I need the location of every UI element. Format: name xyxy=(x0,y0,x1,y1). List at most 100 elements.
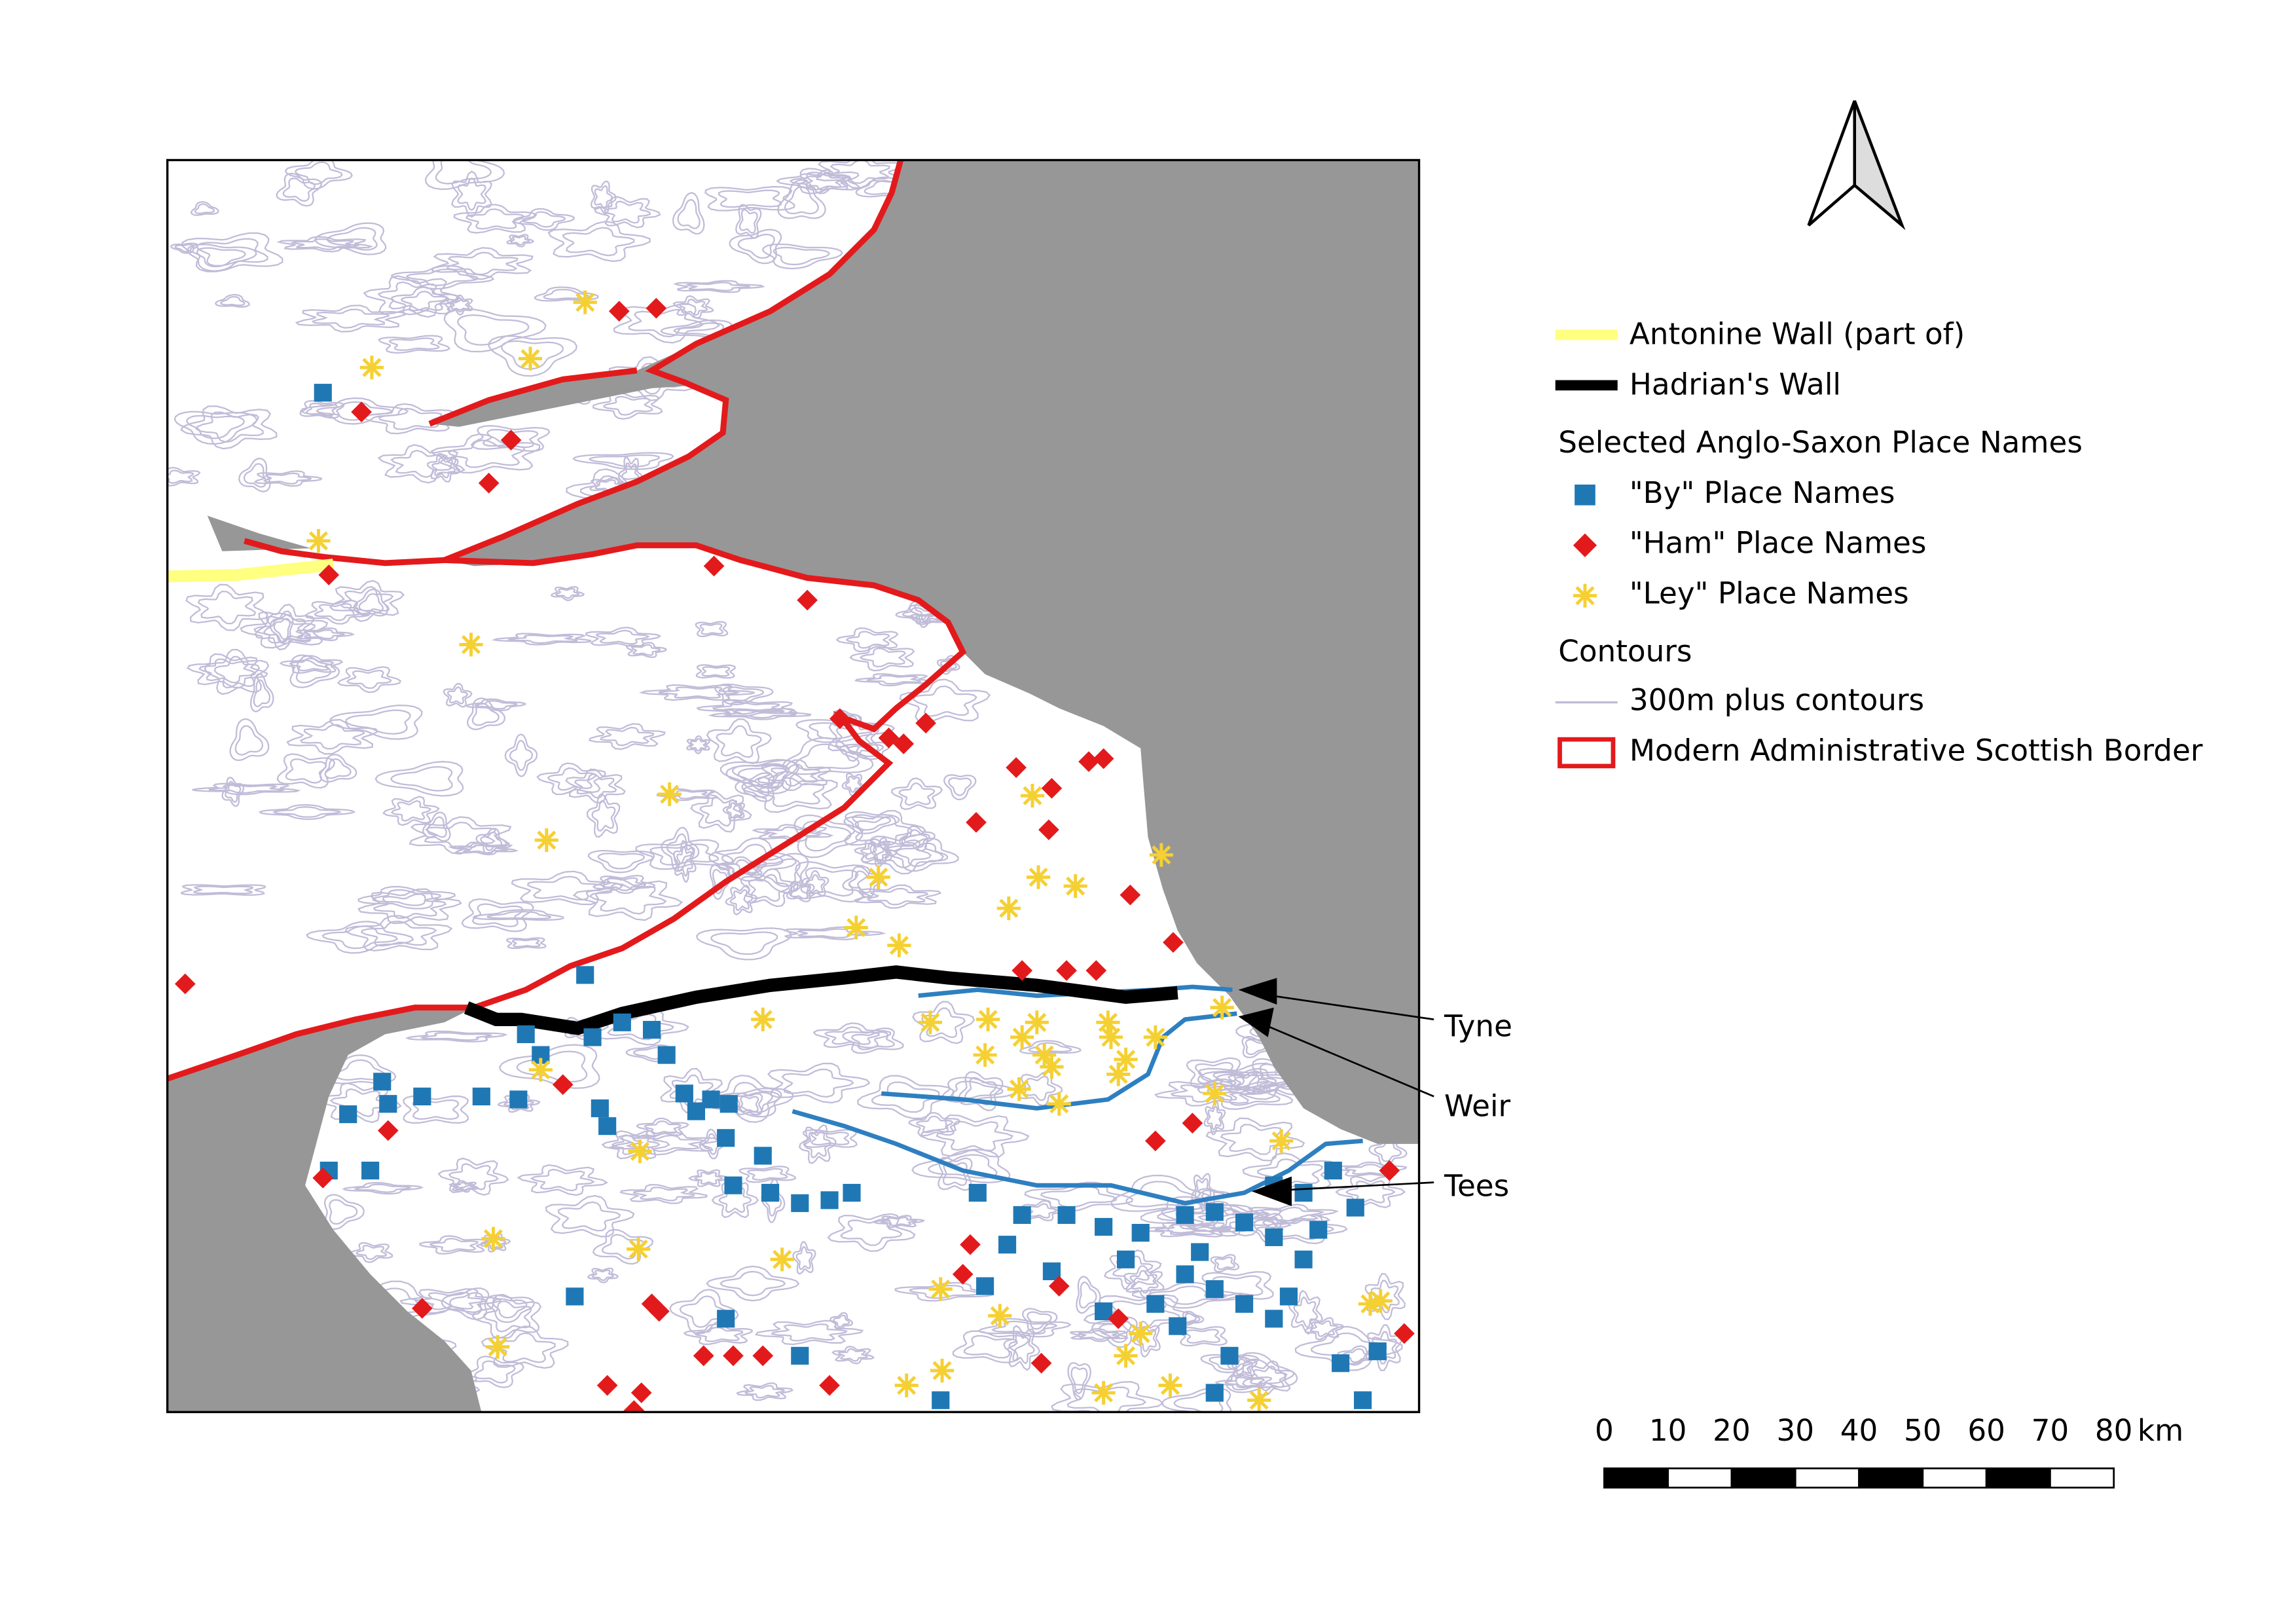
contour-line xyxy=(253,470,323,487)
contour-line xyxy=(731,763,787,788)
contour-line xyxy=(353,589,389,617)
contour-line xyxy=(879,1216,918,1227)
contour-line xyxy=(720,758,797,793)
contour-line xyxy=(358,593,384,614)
by-symbol xyxy=(1205,1203,1224,1221)
contour-line xyxy=(588,454,661,468)
ley-stroke xyxy=(773,1249,792,1269)
contour-line xyxy=(194,203,215,215)
ley-stroke xyxy=(1101,1027,1121,1047)
ham-symbol xyxy=(966,812,987,833)
contour-line xyxy=(849,643,915,672)
ley-symbol xyxy=(918,1010,943,1035)
contour-line xyxy=(776,168,860,194)
contour-line xyxy=(591,800,616,832)
north-arrow-right xyxy=(1853,100,1906,231)
ley-symbol xyxy=(1247,1388,1271,1412)
ley-stroke xyxy=(1034,1045,1054,1065)
contour-line xyxy=(314,602,361,621)
ley-symbol xyxy=(887,933,911,957)
by-symbol xyxy=(1013,1206,1031,1224)
by-symbol xyxy=(1057,1206,1076,1224)
contour-line xyxy=(696,699,798,718)
contour-line xyxy=(572,452,674,470)
ham-symbol xyxy=(351,401,372,422)
legend-label: "By" Place Names xyxy=(1630,475,1895,510)
ham-symbol xyxy=(1108,1308,1129,1329)
ley-symbol xyxy=(1040,1055,1064,1079)
ley-stroke xyxy=(889,936,909,955)
ley-symbol xyxy=(518,346,543,371)
contour-line xyxy=(672,192,705,235)
by-symbol xyxy=(1346,1198,1364,1217)
contour-line xyxy=(1021,1308,1058,1334)
contour-line xyxy=(192,783,301,796)
contour-line xyxy=(704,186,795,212)
contour-line xyxy=(196,247,246,268)
contour-line xyxy=(860,834,945,875)
antonine-wall xyxy=(167,559,335,583)
contour-line xyxy=(799,1124,837,1164)
contour-line xyxy=(1069,1328,1129,1342)
contour-line xyxy=(457,177,486,212)
contour-line xyxy=(204,648,270,695)
contour-line xyxy=(724,859,761,875)
contour-line xyxy=(403,1095,469,1124)
legend-label: 300m plus contours xyxy=(1630,683,1924,718)
contour-line xyxy=(748,874,790,902)
contour-line xyxy=(723,709,797,719)
ley-symbol xyxy=(1129,1321,1153,1346)
contour-line xyxy=(456,314,530,346)
contour-line xyxy=(824,1026,880,1045)
contour-line xyxy=(833,1314,850,1328)
scale-segment xyxy=(1858,1467,1924,1489)
by-symbol xyxy=(998,1236,1017,1254)
contour-line xyxy=(589,723,666,750)
by-symbol xyxy=(576,966,594,984)
contour-line xyxy=(1212,1067,1291,1095)
ham-symbol xyxy=(1093,748,1114,769)
contour-line xyxy=(720,1270,786,1297)
contour-line xyxy=(857,1075,955,1120)
by-symbol xyxy=(1116,1250,1135,1268)
by-symbol xyxy=(932,1391,950,1409)
contour-line xyxy=(942,1077,1016,1103)
contour-line xyxy=(1303,1317,1345,1340)
contour-line xyxy=(363,275,463,318)
contour-line xyxy=(329,580,405,622)
contour-line xyxy=(801,870,829,898)
contour-line xyxy=(516,1050,588,1083)
ley-stroke xyxy=(362,358,382,377)
contour-line xyxy=(491,633,592,646)
contour-line xyxy=(991,1320,1058,1335)
contour-line xyxy=(509,739,534,771)
sea xyxy=(207,515,312,551)
contour-line xyxy=(221,777,245,807)
contour-line xyxy=(746,1168,788,1181)
ley-symbol xyxy=(770,1247,794,1272)
ley-stroke xyxy=(1027,1012,1047,1032)
by-symbol xyxy=(1169,1317,1187,1335)
contour-line xyxy=(498,1044,600,1089)
contour-line xyxy=(488,335,578,377)
contour-line xyxy=(841,772,865,797)
contour-line xyxy=(1067,1362,1091,1401)
contour-line xyxy=(1288,1289,1324,1335)
contour-line xyxy=(725,884,758,915)
contour-line xyxy=(1345,1180,1396,1204)
ley-symbol xyxy=(573,290,597,314)
contour-line xyxy=(1231,1357,1254,1375)
contour-line xyxy=(555,587,580,599)
contour-line xyxy=(842,1027,904,1054)
contour-line xyxy=(871,1081,940,1113)
ham-symbol xyxy=(1163,932,1184,953)
contour-line xyxy=(344,915,453,951)
contour-line xyxy=(734,772,775,802)
contour-line xyxy=(872,839,932,868)
ley-symbol xyxy=(1269,1129,1294,1153)
ley-symbol xyxy=(486,1335,510,1359)
contour-line xyxy=(1170,1082,1247,1103)
contour-line xyxy=(1256,1158,1324,1187)
contour-line xyxy=(511,870,624,906)
ham-symbol xyxy=(960,1234,981,1255)
